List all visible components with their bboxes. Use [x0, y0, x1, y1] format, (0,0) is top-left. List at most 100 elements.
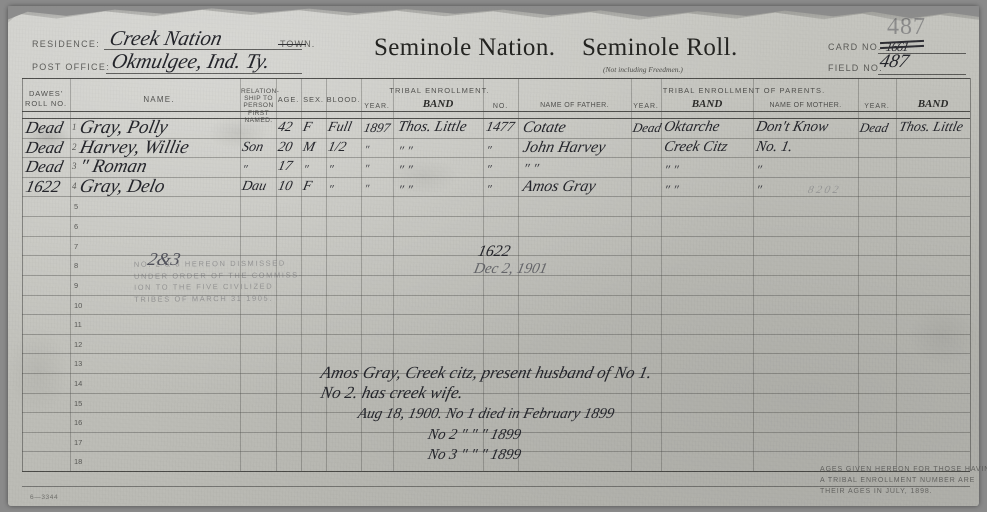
- cell-blood: 1/2: [326, 139, 348, 155]
- cell-age: 17: [276, 159, 294, 175]
- note-line-2: No 2. has creek wife.: [319, 383, 466, 402]
- row-number: 11: [74, 320, 82, 330]
- cell-sex: F: [301, 178, 314, 194]
- census-card: RESIDENCE: Creek Nation TOWN. POST OFFIC…: [8, 6, 987, 506]
- title-subtitle: (Not including Freedmen.): [603, 65, 683, 74]
- row-number: 10: [74, 300, 83, 310]
- row-number: 6: [74, 222, 79, 232]
- stamp-overwrite: 2&3: [145, 249, 183, 269]
- grid-row-line: [22, 451, 970, 452]
- row-number: 15: [74, 398, 83, 408]
- header-sub-rule: [22, 111, 970, 112]
- grid-row-line: [22, 373, 970, 374]
- cell-te-band: Thos. Little: [396, 119, 469, 135]
- cell-father-name: Cotate: [521, 119, 568, 136]
- cell-age: 20: [276, 139, 294, 155]
- header-blood: BLOOD.: [326, 95, 361, 104]
- cell-blood: Full: [326, 120, 354, 135]
- row-number: 7: [74, 241, 79, 251]
- grid-column-line: [393, 78, 394, 471]
- grid-row-line: [22, 295, 970, 296]
- card-no-rule: [878, 53, 966, 54]
- cell-age: 10: [276, 178, 294, 194]
- grid-column-line: [753, 78, 754, 471]
- header-dawes-line1: Dawes': [28, 89, 64, 98]
- row-number: 8: [74, 261, 79, 271]
- cell-father-year: Dead: [631, 120, 663, 135]
- cell-mother-year: Dead: [858, 120, 890, 135]
- header-mother-year: Year.: [864, 103, 890, 110]
- header-name: NAME.: [143, 95, 175, 104]
- age-note: AGES GIVEN HEREON FOR THOSE HAVING A TRI…: [820, 464, 987, 497]
- row-number: 12: [74, 339, 83, 349]
- header-tribal-enrollment-parents: TRIBAL ENROLLMENT OF PARENTS.: [662, 86, 826, 95]
- age-note-line-1: AGES GIVEN HEREON FOR THOSE HAVING: [820, 466, 987, 473]
- header-tribal-enrollment: TRIBAL ENROLLMENT.: [389, 86, 490, 95]
- age-note-line-2: A TRIBAL ENROLLMENT NUMBER ARE: [820, 477, 976, 484]
- note-line-3: Aug 18, 1900. No 1 died in February 1899: [356, 406, 616, 422]
- stamped-card-number: 487: [887, 14, 926, 40]
- grid-row-line: [22, 196, 970, 197]
- header-te-year: Year.: [364, 103, 390, 110]
- form-code: 6—3344: [30, 494, 59, 501]
- table-bottom-border: [22, 471, 970, 472]
- header-bottom-border: [22, 118, 970, 119]
- header-te-band: BAND: [422, 98, 454, 110]
- post-office-rule: [106, 73, 302, 74]
- cell-te-no: 1477: [484, 120, 516, 135]
- header-dawes-line2: Roll No.: [25, 98, 67, 108]
- stamp-line-4: TRIBES OF MARCH 31 1905.: [134, 293, 274, 304]
- header-te-no: No.: [492, 103, 509, 110]
- grid-row-line: [22, 157, 970, 158]
- header-age: AGE.: [277, 95, 300, 104]
- header-father-name: Name of Father.: [540, 102, 609, 109]
- header-father-year: Year.: [633, 103, 659, 110]
- cell-dawes-roll-no: Dead: [24, 137, 65, 157]
- header-father-band: BAND: [691, 98, 723, 110]
- grid-row-line: [22, 314, 970, 315]
- field-no-rule: [878, 74, 966, 75]
- row-number: 17: [74, 437, 83, 447]
- cell-sex: F: [301, 120, 314, 135]
- grid-row-line: [22, 236, 970, 237]
- grid-column-line: [361, 78, 362, 471]
- field-number-value: 487: [877, 51, 911, 72]
- residence-value: Creek Nation: [107, 26, 225, 50]
- grid-row-line: [22, 255, 970, 256]
- grid-row-line: [22, 138, 970, 139]
- post-office-value: Okmulgee, Ind. Ty.: [109, 49, 273, 73]
- title-roll: Seminole Roll.: [582, 34, 738, 61]
- smudge-4: [908, 306, 978, 366]
- cell-mother-name: No. 1.: [754, 138, 795, 155]
- row-number: 2: [72, 141, 77, 152]
- header-dawes-roll-no: Dawes' Roll No.: [22, 89, 70, 108]
- grid-column-line: [301, 78, 302, 471]
- field-no-label: FIELD NO.: [828, 63, 883, 73]
- grid-row-line: [22, 353, 970, 354]
- grid-column-line: [631, 78, 632, 471]
- cell-father-band: Oktarche: [662, 119, 722, 135]
- grid-column-line: [896, 78, 897, 471]
- smudge-5: [8, 326, 68, 416]
- grid-column-line: [858, 78, 859, 471]
- age-note-line-3: THEIR AGES IN JULY, 1898.: [820, 488, 933, 495]
- grid-row-line: [22, 432, 970, 433]
- row-number: 9: [74, 280, 79, 290]
- row-number: 18: [74, 457, 83, 467]
- card-bottom-rule: [22, 486, 970, 487]
- annotation-enrollment-date: Dec 2, 1901: [472, 261, 549, 277]
- annotation-enrollment-number: 1622: [476, 243, 512, 260]
- post-office-label: POST OFFICE:: [32, 62, 110, 72]
- grid-column-line: [661, 78, 662, 471]
- table-left-border: [22, 78, 23, 471]
- cell-te-year: 1897: [362, 120, 392, 135]
- grid-column-line: [483, 78, 484, 471]
- cell-relationship: Son: [240, 139, 265, 155]
- header-relationship: Relation-ship to Person first Named.: [241, 88, 280, 124]
- grid-column-line: [326, 78, 327, 471]
- cell-name: Gray, Delo: [77, 175, 167, 197]
- row-number: 13: [74, 359, 83, 369]
- grid-column-line: [276, 78, 277, 471]
- cell-age: 42: [276, 120, 294, 135]
